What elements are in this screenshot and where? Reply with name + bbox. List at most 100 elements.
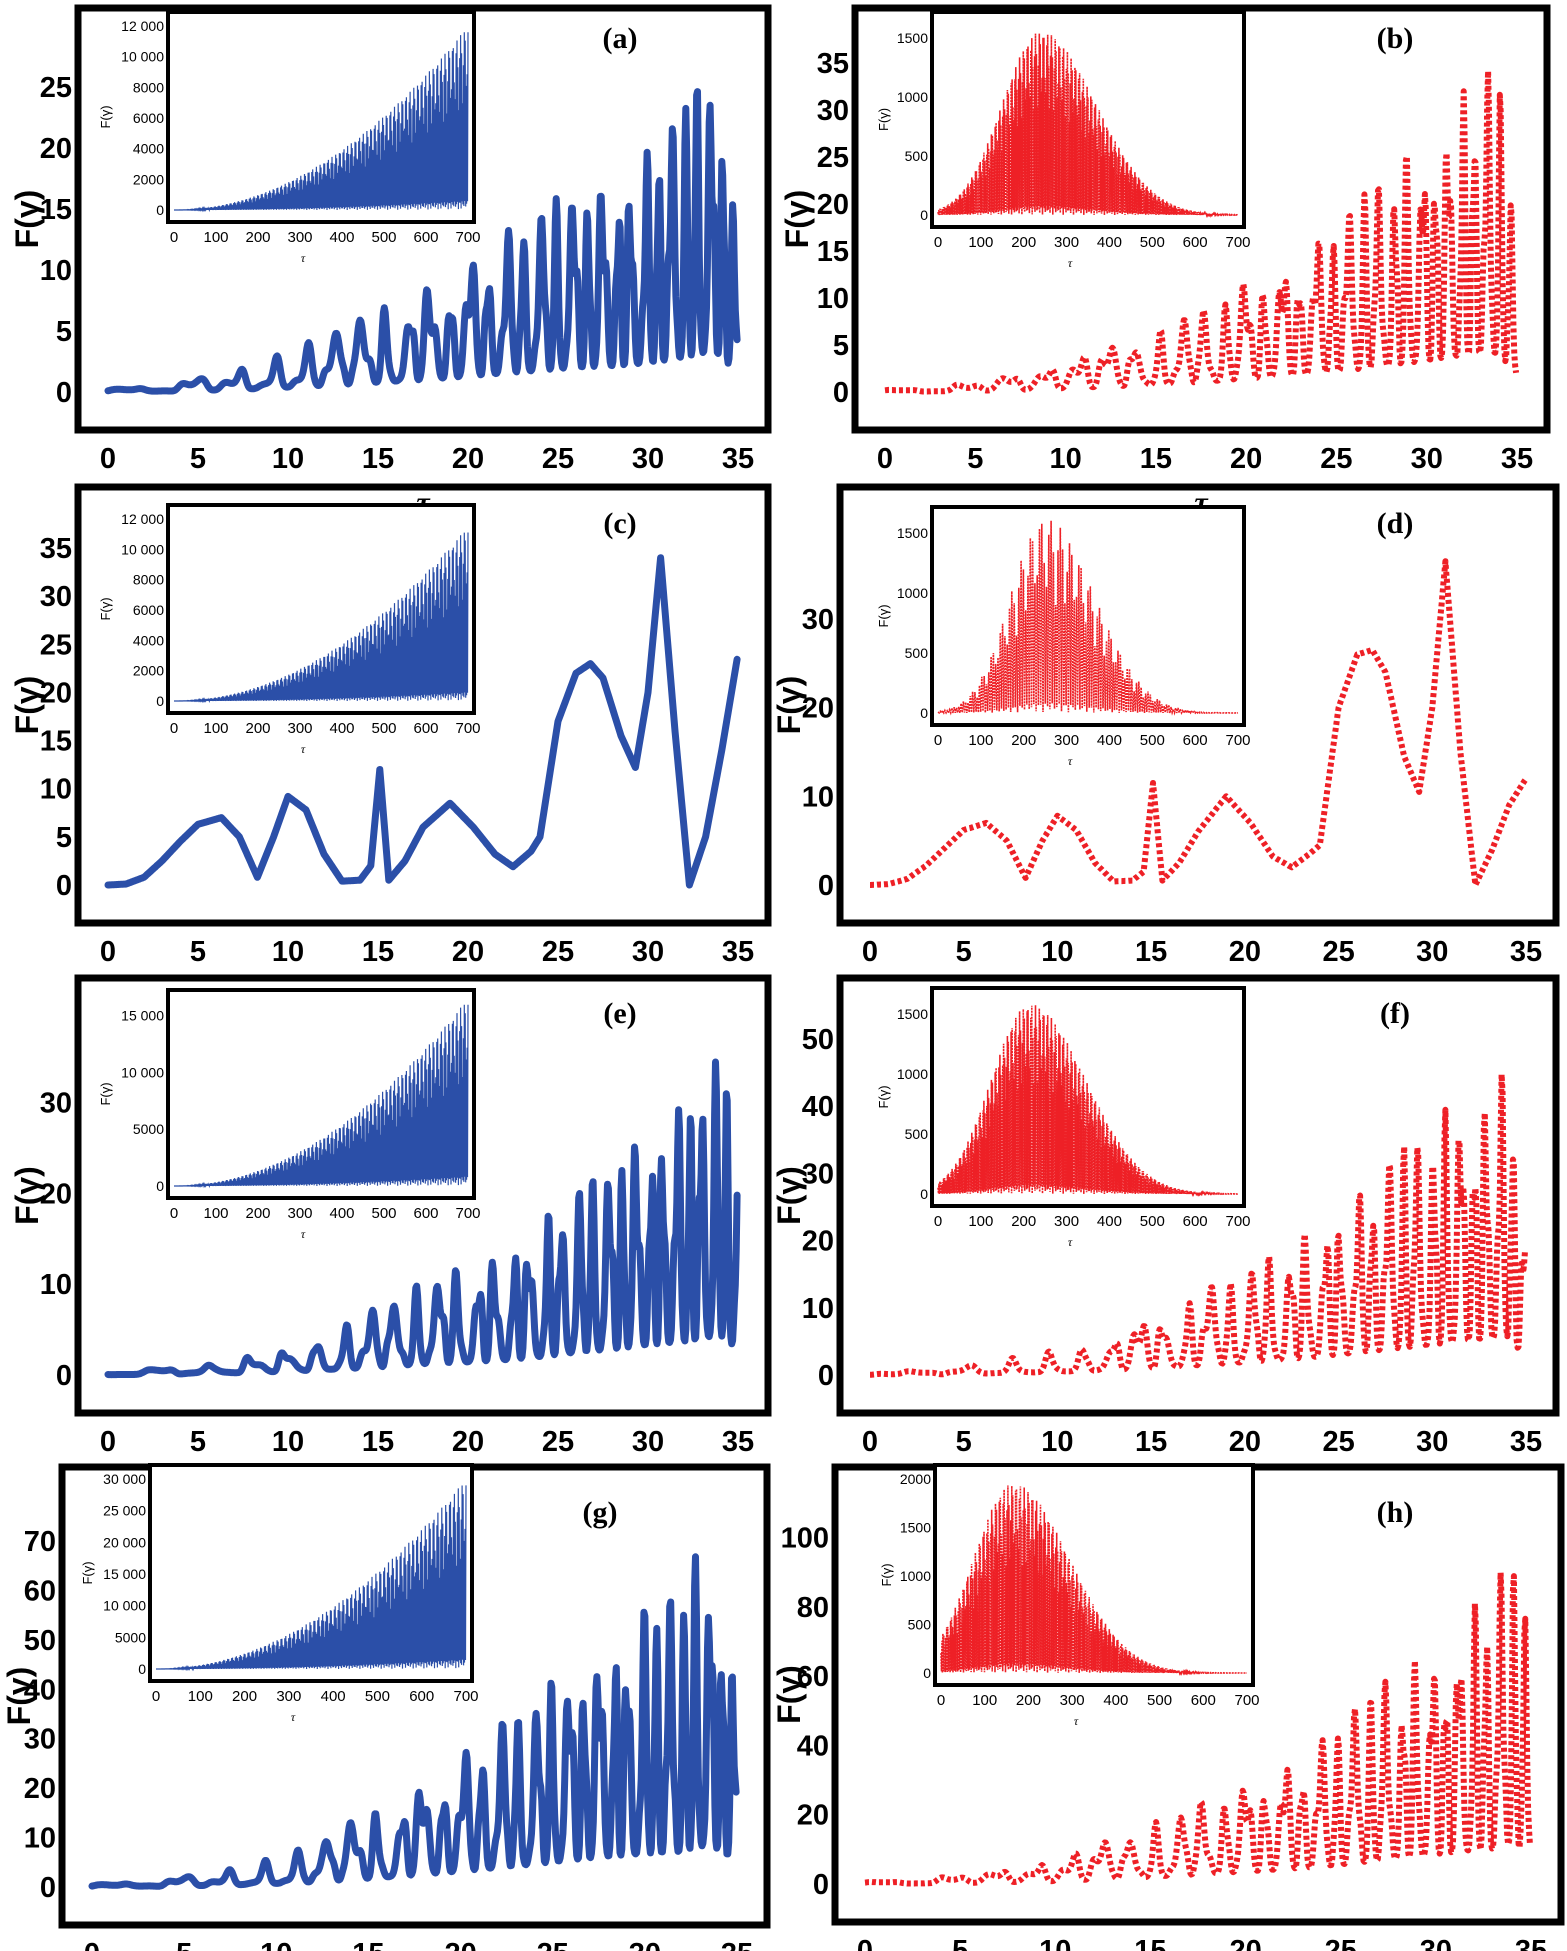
y-tick-label: 15 [817, 236, 849, 268]
x-tick-label: 20 [452, 443, 484, 475]
inset-x-tick-label: 0 [170, 1205, 178, 1222]
x-tick-label: 30 [632, 1426, 664, 1458]
inset-chart: 0 100 200 300 400 500 600 700 0 500 1000 1500 τ F(γ) [876, 986, 1251, 1249]
x-tick-label: 25 [1322, 936, 1354, 968]
series-line [104, 554, 741, 889]
x-tick-label: 30 [632, 443, 664, 475]
inset-y-tick-label: 1500 [897, 1006, 928, 1022]
y-tick-label: 40 [24, 1674, 56, 1706]
y-axis-label: F(γ) [9, 1166, 45, 1225]
x-tick-label: 30 [1420, 1935, 1452, 1951]
inset-x-tick-label: 200 [245, 229, 270, 246]
inset-x-tick-label: 600 [1183, 732, 1208, 749]
x-tick-label: 25 [542, 443, 574, 475]
x-tick-label: 25 [1320, 443, 1352, 475]
inset-series-line [937, 1005, 1239, 1198]
inset-chart: 0 100 200 300 400 500 600 700 0 500 1000 1500 τ F(γ) [876, 10, 1251, 270]
x-tick-label: 15 [1135, 936, 1167, 968]
inset-chart: 0 100 200 300 400 500 600 700 0 5000 10 000 15 000 τ… [98, 988, 481, 1241]
inset-x-axis-label: τ [301, 251, 306, 265]
panel-a: 0 5 10 15 20 25 30 35 0 5 10 15 20 25 τ F(γ) (a) 0 100 200 3… [9, 4, 772, 519]
y-tick-label: 60 [797, 1661, 829, 1693]
inset-x-tick-label: 500 [1147, 1692, 1172, 1709]
y-tick-label: 25 [40, 629, 72, 661]
y-tick-label: 10 [817, 283, 849, 315]
x-tick-label: 25 [1322, 1426, 1354, 1458]
x-tick-label: 35 [1501, 443, 1533, 475]
inset-x-tick-label: 400 [329, 1205, 354, 1222]
x-tick-label: 10 [1039, 1935, 1071, 1951]
inset-x-tick-label: 600 [1183, 1213, 1208, 1230]
y-tick-label: 35 [817, 48, 849, 80]
inset-x-tick-label: 700 [1225, 234, 1250, 251]
x-tick-label: 30 [632, 936, 664, 968]
y-tick-label: 0 [56, 870, 72, 902]
inset-y-tick-label: 6000 [133, 110, 164, 126]
y-tick-label: 20 [817, 189, 849, 221]
y-tick-label: 30 [802, 1158, 834, 1190]
panel-frame [851, 4, 1551, 434]
inset-series-line [937, 33, 1239, 218]
inset-y-tick-label: 2000 [133, 171, 164, 187]
y-tick-label: 0 [40, 1872, 56, 1904]
x-tick-label: 10 [272, 936, 304, 968]
y-tick-label: 20 [40, 133, 72, 165]
x-tick-label: 5 [190, 443, 206, 475]
x-tick-label: 0 [877, 443, 893, 475]
inset-x-tick-label: 0 [937, 1692, 945, 1709]
inset-x-axis-label: τ [291, 1710, 296, 1724]
inset-x-tick-label: 200 [245, 1205, 270, 1222]
inset-y-tick-label: 0 [156, 202, 164, 218]
inset-x-tick-label: 500 [1140, 1213, 1165, 1230]
x-tick-label: 30 [1416, 1426, 1448, 1458]
x-tick-label: 10 [1049, 443, 1081, 475]
inset-y-tick-label: 0 [156, 693, 164, 709]
inset-x-tick-label: 300 [1054, 234, 1079, 251]
y-tick-label: 5 [56, 316, 72, 348]
panel-frame [74, 4, 772, 434]
y-tick-label: 30 [40, 1087, 72, 1119]
x-tick-label: 10 [272, 443, 304, 475]
y-tick-label: 20 [24, 1773, 56, 1805]
panel-label: (e) [603, 997, 636, 1030]
inset-y-tick-label: 5000 [115, 1629, 146, 1645]
x-tick-label: 35 [722, 443, 754, 475]
inset-y-axis-label: F(γ) [876, 108, 891, 131]
y-tick-label: 30 [802, 604, 834, 636]
inset-y-tick-label: 500 [905, 645, 929, 661]
y-tick-label: 50 [802, 1024, 834, 1056]
inset-x-tick-label: 300 [1054, 732, 1079, 749]
y-tick-label: 0 [818, 870, 834, 902]
inset-x-tick-label: 600 [413, 1205, 438, 1222]
inset-y-tick-label: 2000 [900, 1471, 931, 1487]
y-tick-label: 10 [40, 774, 72, 806]
x-tick-label: 20 [452, 936, 484, 968]
series-line [863, 1569, 1533, 1887]
inset-x-tick-label: 600 [413, 720, 438, 737]
inset-x-tick-label: 200 [245, 720, 270, 737]
y-tick-label: 15 [40, 726, 72, 758]
panel-frame [74, 483, 772, 927]
x-tick-label: 25 [1325, 1935, 1357, 1951]
panel-h: 0 5 10 15 20 25 30 35 0 20 40 60 80 100 τ F(γ) (h) 0 100 20… [771, 1463, 1565, 1951]
inset-y-tick-label: 1000 [897, 585, 928, 601]
inset-x-tick-label: 600 [1183, 234, 1208, 251]
panel-label: (c) [603, 507, 636, 540]
series-line [867, 558, 1528, 888]
y-tick-label: 20 [802, 693, 834, 725]
inset-y-tick-label: 10 000 [121, 49, 164, 65]
inset-x-axis-label: τ [1068, 754, 1073, 768]
inset-chart: 0 100 200 300 400 500 600 700 0 500 1000 1500 τ F(γ) [876, 505, 1251, 768]
panel-label: (b) [1377, 22, 1414, 55]
inset-x-tick-label: 100 [968, 234, 993, 251]
inset-chart: 0 100 200 300 400 500 600 700 0 2000 4000 6000 8000 1… [98, 503, 481, 756]
x-tick-label: 15 [362, 443, 394, 475]
y-tick-label: 0 [56, 377, 72, 409]
inset-x-tick-label: 400 [329, 229, 354, 246]
x-tick-label: 10 [1041, 936, 1073, 968]
y-axis-label: F(γ) [779, 190, 815, 249]
y-tick-label: 25 [40, 72, 72, 104]
y-tick-label: 30 [40, 581, 72, 613]
panel-label: (f) [1380, 997, 1410, 1030]
inset-x-tick-label: 100 [203, 229, 228, 246]
